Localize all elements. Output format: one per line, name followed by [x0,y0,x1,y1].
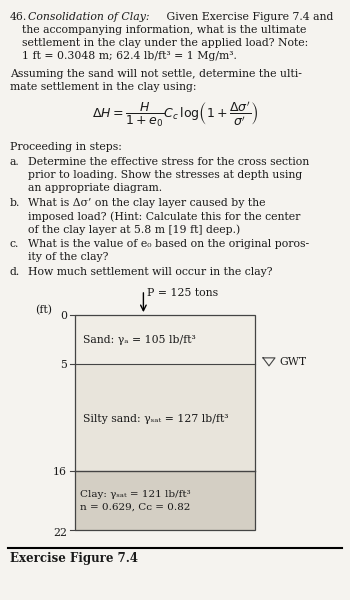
Text: 0: 0 [60,311,67,321]
Text: What is the value of e₀ based on the original poros-: What is the value of e₀ based on the ori… [28,239,309,249]
Text: How much settlement will occur in the clay?: How much settlement will occur in the cl… [28,267,273,277]
Text: Assuming the sand will not settle, determine the ulti-: Assuming the sand will not settle, deter… [10,69,302,79]
Text: 22: 22 [53,528,67,538]
Text: b.: b. [10,198,20,208]
Text: 5: 5 [60,360,67,370]
Bar [75,364,255,472]
Text: ity of the clay?: ity of the clay? [28,252,108,262]
Text: Given Exercise Figure 7.4 and: Given Exercise Figure 7.4 and [163,12,333,22]
Text: imposed load? (Hint: Calculate this for the center: imposed load? (Hint: Calculate this for … [28,211,300,221]
Bar [75,315,255,530]
Bar [75,472,255,530]
Text: $\Delta H = \dfrac{H}{1+e_0}C_c\,\log\!\left(1+\dfrac{\Delta\sigma'}{\sigma'}\ri: $\Delta H = \dfrac{H}{1+e_0}C_c\,\log\!\… [92,99,258,129]
Text: Clay: γₛₐₜ = 121 lb/ft³: Clay: γₛₐₜ = 121 lb/ft³ [80,490,191,499]
Text: an appropriate diagram.: an appropriate diagram. [28,183,162,193]
Text: the accompanying information, what is the ultimate: the accompanying information, what is th… [22,25,306,35]
Text: c.: c. [10,239,19,249]
Text: 1 ft = 0.3048 m; 62.4 lb/ft³ = 1 Mg/m³.: 1 ft = 0.3048 m; 62.4 lb/ft³ = 1 Mg/m³. [22,51,237,61]
Text: a.: a. [10,157,20,167]
Text: (ft): (ft) [35,305,52,316]
Text: P = 125 tons: P = 125 tons [147,288,218,298]
Text: settlement in the clay under the applied load? Note:: settlement in the clay under the applied… [22,38,308,48]
Text: d.: d. [10,267,20,277]
Text: Determine the effective stress for the cross section: Determine the effective stress for the c… [28,157,309,167]
Text: Exercise Figure 7.4: Exercise Figure 7.4 [10,552,138,565]
Text: What is Δσ’ on the clay layer caused by the: What is Δσ’ on the clay layer caused by … [28,198,266,208]
Text: n = 0.629, Cᴄ = 0.82: n = 0.629, Cᴄ = 0.82 [80,503,190,512]
Text: prior to loading. Show the stresses at depth using: prior to loading. Show the stresses at d… [28,170,302,180]
Text: of the clay layer at 5.8 m [19 ft] deep.): of the clay layer at 5.8 m [19 ft] deep.… [28,224,240,235]
Text: Silty sand: γₛₐₜ = 127 lb/ft³: Silty sand: γₛₐₜ = 127 lb/ft³ [83,413,229,424]
Text: GWT: GWT [279,357,306,367]
Text: Proceeding in steps:: Proceeding in steps: [10,142,122,152]
Text: Sand: γₐ = 105 lb/ft³: Sand: γₐ = 105 lb/ft³ [83,335,196,346]
Text: mate settlement in the clay using:: mate settlement in the clay using: [10,82,196,92]
Text: 16: 16 [53,467,67,478]
Text: Consolidation of Clay:: Consolidation of Clay: [28,12,149,22]
Bar [75,315,255,364]
Text: 46.: 46. [10,12,27,22]
